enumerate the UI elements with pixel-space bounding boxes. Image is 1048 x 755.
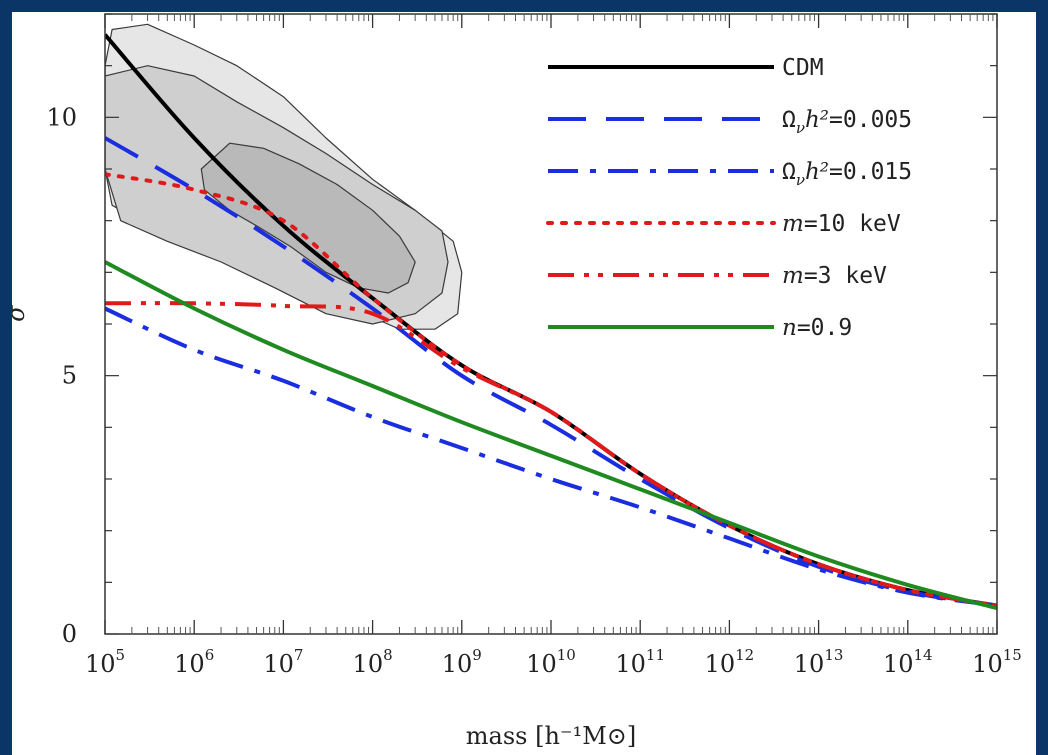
y-tick-label: 5	[62, 362, 77, 390]
figure-panel: 105 106 107 108 109 1010 1011 1012 1013 1014 1015 0…	[12, 12, 1036, 755]
legend-label-n-0-9: n=0.9	[782, 315, 852, 341]
x-tick-label: 1011	[615, 646, 665, 678]
x-tick-label: 1012	[705, 646, 755, 678]
x-tick-label: 1013	[794, 646, 844, 678]
x-tick-label: 107	[263, 646, 303, 678]
series-line-h-0-015	[105, 306, 997, 608]
series-line-n-0-9	[105, 260, 997, 611]
sigma-mass-chart: 105 106 107 108 109 1010 1011 1012 1013 1014 10150…	[12, 13, 1022, 750]
contour-inner	[200, 142, 416, 294]
x-tick-label: 1014	[883, 646, 933, 678]
y-tick-label: 0	[62, 620, 77, 648]
x-tick-label: 108	[353, 646, 393, 678]
axis-tick-labels: 105 106 107 108 109 1010 1011 1012 1013 1014 10150…	[46, 103, 1021, 678]
series-line-h-0-005	[105, 136, 997, 608]
x-axis-label: mass [h⁻¹M⊙]	[466, 722, 636, 750]
legend-label-m-10-kev: m=10 keV	[782, 211, 901, 237]
legend-label-m-3-kev: m=3 keV	[782, 263, 887, 289]
x-tick-label: 109	[442, 646, 482, 678]
y-axis-label: σ	[12, 305, 30, 322]
x-tick-label: 105	[85, 646, 125, 678]
y-tick-label: 10	[46, 103, 77, 131]
x-tick-label: 106	[174, 646, 214, 678]
series-lines	[105, 33, 997, 611]
legend-label-h-0-015: Ωνh²=0.015	[782, 159, 912, 189]
x-tick-label: 1015	[972, 646, 1022, 678]
legend: CDM Ωνh²=0.005 Ωνh²=0.015 m=10 keV m=3 keV n=…	[546, 55, 912, 341]
legend-label-cdm: CDM	[782, 55, 824, 81]
x-tick-label: 1010	[526, 646, 576, 678]
legend-label-h-0-005: Ωνh²=0.005	[782, 107, 912, 137]
series-line-m-3-kev	[105, 301, 997, 608]
confidence-contours	[105, 23, 463, 330]
axis-ticks	[104, 13, 998, 635]
